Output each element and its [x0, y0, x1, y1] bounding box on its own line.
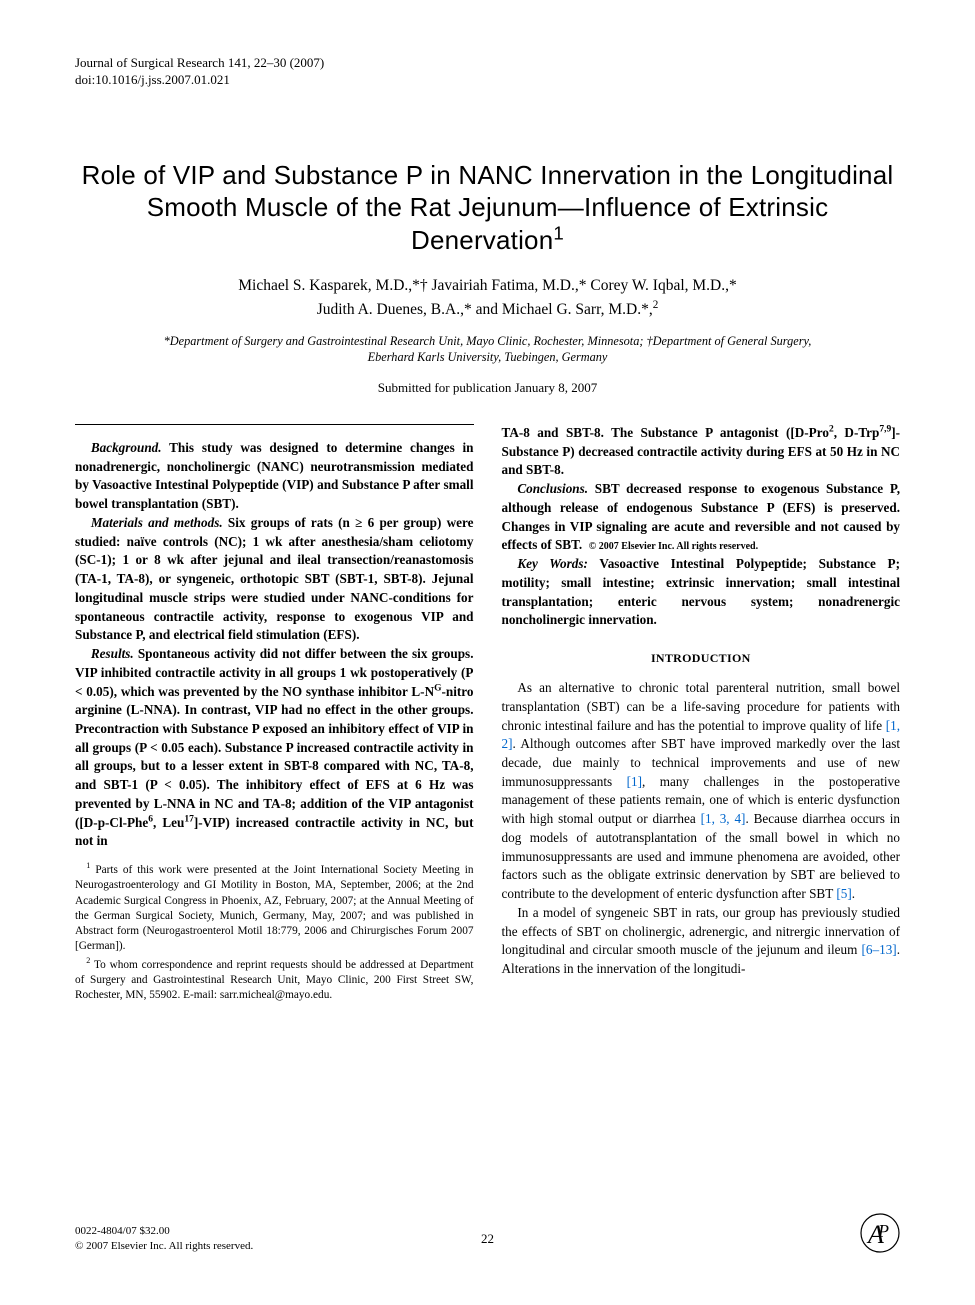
intro-paragraph-2: In a model of syngeneic SBT in rats, our… — [502, 904, 901, 979]
right-column: TA-8 and SBT-8. The Substance P antagoni… — [502, 424, 901, 1006]
footnote-2-text: To whom correspondence and reprint reque… — [75, 959, 474, 1002]
abstract-copyright: © 2007 Elsevier Inc. All rights reserved… — [589, 541, 758, 552]
results-sup5: 7,9 — [879, 425, 891, 435]
authors-line1: Michael S. Kasparek, M.D.,*† Javairiah F… — [238, 277, 737, 294]
results-text-c: , Leu — [153, 815, 184, 830]
intro-p1-e: . — [852, 886, 855, 901]
results-text-b: -nitro arginine (L-NNA). In contrast, VI… — [75, 684, 474, 830]
results-label: Results. — [91, 646, 134, 661]
title-line2: Smooth Muscle of the Rat Jejunum—Influen… — [147, 192, 829, 255]
conclusions-label: Conclusions. — [517, 481, 588, 496]
affiliations: *Department of Surgery and Gastrointesti… — [75, 333, 900, 366]
footnote-2: 2 To whom correspondence and reprint req… — [75, 958, 474, 1004]
introduction-heading: INTRODUCTION — [502, 650, 901, 667]
author-footnote-ref: 2 — [653, 298, 659, 310]
introduction-body: As an alternative to chronic total paren… — [502, 679, 901, 979]
affil-line1: *Department of Surgery and Gastrointesti… — [164, 334, 812, 348]
publisher-logo-icon: A P — [860, 1213, 900, 1253]
page: Journal of Surgical Research 141, 22–30 … — [0, 0, 975, 1305]
page-number: 22 — [481, 1231, 494, 1247]
left-column: Background. This study was designed to d… — [75, 424, 474, 1006]
footnotes: 1 Parts of this work were presented at t… — [75, 863, 474, 1003]
ref-link[interactable]: [6–13] — [862, 942, 897, 957]
title-line1: Role of VIP and Substance P in NANC Inne… — [82, 160, 894, 190]
issn-price: 0022-4804/07 $32.00 — [75, 1224, 253, 1238]
abstract-conclusions: Conclusions. SBT decreased response to e… — [502, 480, 901, 555]
keywords: Key Words: Vasoactive Intestinal Polypep… — [502, 555, 901, 630]
results-text-a: Spontaneous activity did not differ betw… — [75, 646, 474, 698]
intro-p2-a: In a model of syngeneic SBT in rats, our… — [502, 905, 901, 957]
abstract-results-cont: TA-8 and SBT-8. The Substance P antagoni… — [502, 424, 901, 480]
authors: Michael S. Kasparek, M.D.,*† Javairiah F… — [75, 274, 900, 321]
results-sup3: 17 — [184, 814, 194, 824]
two-column-body: Background. This study was designed to d… — [75, 424, 900, 1006]
affil-line2: Eberhard Karls University, Tuebingen, Ge… — [368, 350, 608, 364]
abstract-results: Results. Spontaneous activity did not di… — [75, 645, 474, 851]
results-sup1: G — [434, 683, 441, 693]
intro-p1-a: As an alternative to chronic total paren… — [502, 680, 901, 732]
title-block: Role of VIP and Substance P in NANC Inne… — [75, 159, 900, 396]
keywords-label: Key Words: — [517, 556, 588, 571]
footer-left: 0022-4804/07 $32.00 © 2007 Elsevier Inc.… — [75, 1224, 253, 1253]
authors-line2: Judith A. Duenes, B.A.,* and Michael G. … — [317, 301, 653, 318]
footnote-1: 1 Parts of this work were presented at t… — [75, 863, 474, 955]
journal-doi: doi:10.1016/j.jss.2007.01.021 — [75, 72, 900, 89]
footnote-1-text: Parts of this work were presented at the… — [75, 864, 474, 952]
results-text-e: TA-8 and SBT-8. The Substance P antagoni… — [502, 425, 829, 440]
submitted-date: Submitted for publication January 8, 200… — [75, 380, 900, 396]
svg-text:P: P — [877, 1221, 889, 1241]
abstract-methods: Materials and methods. Six groups of rat… — [75, 514, 474, 645]
intro-paragraph-1: As an alternative to chronic total paren… — [502, 679, 901, 904]
background-label: Background. — [91, 440, 162, 455]
page-footer: 0022-4804/07 $32.00 © 2007 Elsevier Inc.… — [75, 1213, 900, 1253]
results-text-f: , D-Trp — [834, 425, 880, 440]
article-title: Role of VIP and Substance P in NANC Inne… — [75, 159, 900, 257]
methods-label: Materials and methods. — [91, 515, 223, 530]
footer-copyright: © 2007 Elsevier Inc. All rights reserved… — [75, 1239, 253, 1253]
abstract-cont: TA-8 and SBT-8. The Substance P antagoni… — [502, 424, 901, 630]
abstract: Background. This study was designed to d… — [75, 439, 474, 851]
abstract-background: Background. This study was designed to d… — [75, 439, 474, 514]
ref-link[interactable]: [1] — [627, 774, 642, 789]
journal-header: Journal of Surgical Research 141, 22–30 … — [75, 55, 900, 89]
ref-link[interactable]: [1, 3, 4] — [701, 811, 746, 826]
abstract-rule — [75, 424, 474, 425]
title-footnote-ref: 1 — [553, 222, 564, 243]
methods-text: Six groups of rats (n ≥ 6 per group) wer… — [75, 515, 474, 642]
ref-link[interactable]: [5] — [836, 886, 851, 901]
journal-citation: Journal of Surgical Research 141, 22–30 … — [75, 55, 900, 72]
